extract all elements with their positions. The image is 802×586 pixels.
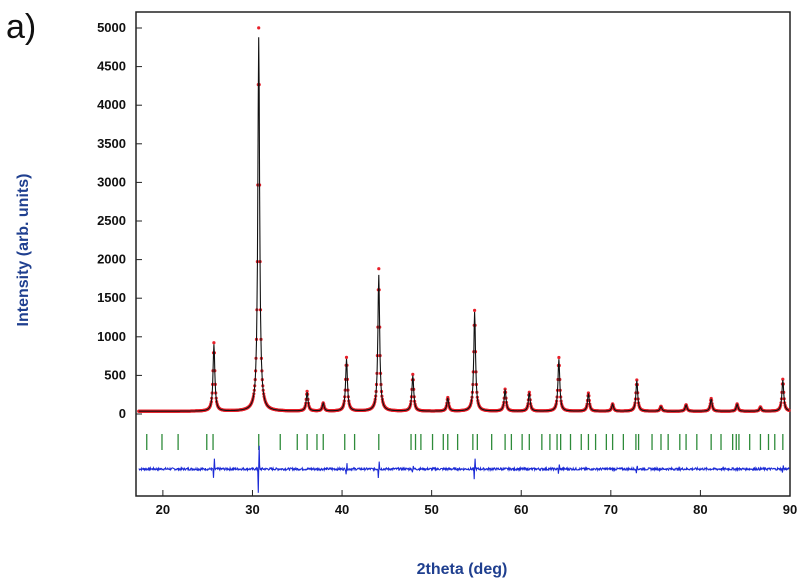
bragg-reflections — [146, 434, 784, 450]
difference-line — [138, 445, 790, 493]
x-tick-label: 20 — [156, 502, 170, 517]
y-tick-label: 5000 — [97, 20, 126, 35]
x-tick-label: 50 — [424, 502, 438, 517]
y-tick-label: 0 — [119, 406, 126, 421]
observed-point — [635, 378, 639, 382]
x-tick-label: 60 — [514, 502, 528, 517]
observed-point — [586, 391, 591, 395]
x-tick-label: 80 — [693, 502, 707, 517]
observed-point — [503, 387, 507, 391]
x-axis-title: 2theta (deg) — [417, 561, 508, 578]
y-tick-label: 2500 — [97, 213, 126, 228]
y-tick-label: 3000 — [97, 174, 126, 189]
observed-point — [411, 372, 415, 376]
difference-curve — [138, 445, 790, 493]
y-tick-label: 4500 — [97, 59, 126, 74]
x-tick-label: 70 — [604, 502, 618, 517]
observed-point — [557, 355, 561, 360]
calculated-line — [138, 37, 790, 412]
observed-point — [257, 26, 261, 30]
y-tick-label: 4000 — [97, 97, 126, 112]
calculated-pattern — [138, 37, 790, 412]
observed-point — [781, 377, 785, 381]
y-tick-label: 2000 — [97, 252, 126, 267]
observed-point — [212, 341, 216, 345]
y-tick-label: 500 — [104, 367, 126, 382]
observed-pattern — [137, 26, 791, 413]
x-tick-label: 90 — [783, 502, 797, 517]
observed-point — [305, 389, 309, 393]
observed-point — [473, 308, 477, 312]
y-tick-label: 1500 — [97, 290, 126, 305]
observed-point — [344, 355, 349, 359]
x-tick-label: 30 — [245, 502, 259, 517]
observed-point — [377, 267, 381, 271]
y-tick-label: 1000 — [97, 329, 126, 344]
y-tick-label: 3500 — [97, 136, 126, 151]
panel-label: a) — [6, 8, 36, 46]
x-axis-ticks: 20 30 40 50 60 70 80 90 — [156, 490, 797, 517]
y-axis-ticks: 0 500 1000 1500 2000 2500 3000 3500 4000 4500 5000 — [97, 20, 142, 421]
x-tick-label: 40 — [335, 502, 349, 517]
y-axis-title: Intensity (arb. units) — [15, 174, 32, 327]
plot-frame — [135, 11, 791, 497]
observed-point — [527, 390, 531, 394]
